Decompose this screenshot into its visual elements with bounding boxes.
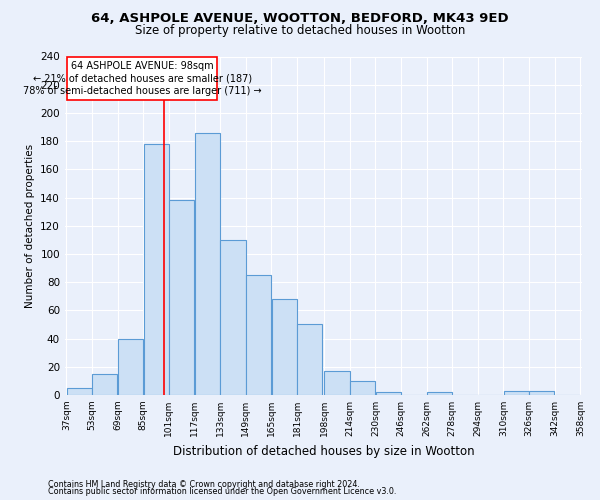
Bar [504,390,529,395]
Bar [118,338,143,395]
Bar [92,374,118,395]
Y-axis label: Number of detached properties: Number of detached properties [25,144,35,308]
Bar [169,200,194,395]
Bar [325,371,350,395]
Text: Contains public sector information licensed under the Open Government Licence v3: Contains public sector information licen… [48,487,397,496]
Bar [529,390,554,395]
X-axis label: Distribution of detached houses by size in Wootton: Distribution of detached houses by size … [173,444,474,458]
Text: 78% of semi-detached houses are larger (711) →: 78% of semi-detached houses are larger (… [23,86,262,96]
FancyBboxPatch shape [67,56,217,100]
Text: Contains HM Land Registry data © Crown copyright and database right 2024.: Contains HM Land Registry data © Crown c… [48,480,360,489]
Bar [350,381,375,395]
Text: Size of property relative to detached houses in Wootton: Size of property relative to detached ho… [135,24,465,37]
Text: 64, ASHPOLE AVENUE, WOOTTON, BEDFORD, MK43 9ED: 64, ASHPOLE AVENUE, WOOTTON, BEDFORD, MK… [91,12,509,26]
Bar [220,240,245,395]
Bar [427,392,452,395]
Bar [67,388,92,395]
Bar [143,144,169,395]
Text: ← 21% of detached houses are smaller (187): ← 21% of detached houses are smaller (18… [32,74,251,84]
Bar [195,132,220,395]
Text: 64 ASHPOLE AVENUE: 98sqm: 64 ASHPOLE AVENUE: 98sqm [71,61,214,71]
Bar [246,275,271,395]
Bar [272,299,297,395]
Bar [376,392,401,395]
Bar [297,324,322,395]
